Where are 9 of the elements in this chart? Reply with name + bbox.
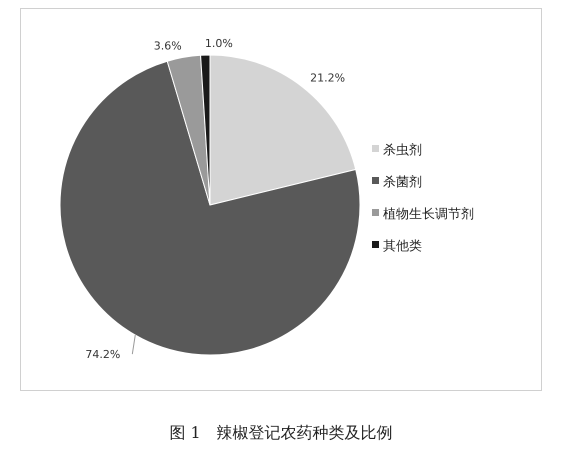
legend-label: 植物生长调节剂 <box>383 206 474 222</box>
legend-label: 杀虫剂 <box>383 142 422 158</box>
legend-label: 杀菌剂 <box>383 174 422 190</box>
data-label: 3.6% <box>154 40 182 52</box>
data-label: 74.2% <box>85 348 120 362</box>
text: 图 1 辣椒登记农药种类及比例 <box>169 423 393 442</box>
legend-label: 其他类 <box>383 239 422 254</box>
data-label: 21.2% <box>310 72 346 85</box>
data-label: 1.0% <box>204 37 233 50</box>
